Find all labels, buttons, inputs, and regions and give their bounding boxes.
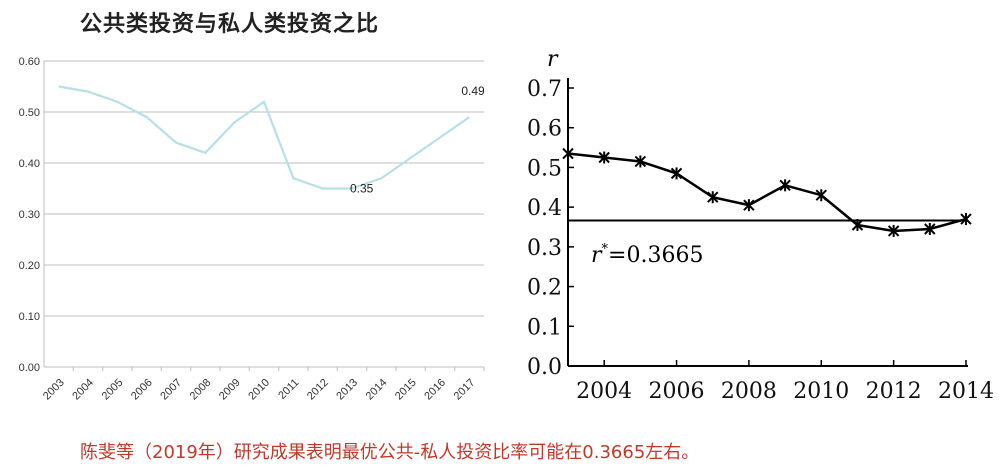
left-y-tick-label: 0.00 (19, 362, 40, 374)
reference-line-label: r*=0.3665 (591, 242, 703, 268)
left-chart-title: 公共类投资与私人类投资之比 (80, 12, 380, 37)
right-data-marker (707, 191, 719, 204)
right-data-marker (562, 147, 574, 160)
right-data-marker (887, 224, 900, 237)
right-y-axis-label: r (547, 47, 559, 72)
right-data-marker (960, 213, 972, 226)
right-y-tick-label: 0.2 (527, 276, 562, 301)
left-data-label: 0.35 (350, 182, 374, 196)
left-data-label: 0.49 (461, 84, 485, 98)
right-y-tick-label: 0.6 (527, 117, 562, 142)
left-y-tick-label: 0.10 (19, 311, 40, 323)
right-y-tick-label: 0.3 (527, 236, 562, 261)
left-y-tick-label: 0.20 (19, 260, 40, 272)
right-x-tick-label: 2010 (793, 379, 849, 404)
left-y-tick-label: 0.30 (19, 209, 40, 221)
left-series-line (58, 85, 470, 190)
right-data-marker (634, 155, 647, 168)
right-data-marker (779, 179, 791, 192)
left-y-tick-label: 0.40 (19, 158, 40, 170)
right-y-tick-label: 0.5 (527, 156, 562, 181)
reference-label-value: =0.3665 (608, 243, 703, 268)
left-y-tick-label: 0.50 (19, 107, 40, 119)
right-data-marker (598, 151, 610, 164)
right-x-tick-label: 2012 (866, 379, 922, 404)
reference-label-r: r (591, 243, 603, 268)
right-data-marker (670, 167, 683, 180)
right-y-tick-label: 0.1 (527, 315, 562, 340)
right-data-marker (743, 199, 755, 212)
right-data-marker (815, 189, 827, 202)
left-y-tick-label: 0.60 (19, 56, 40, 68)
right-x-tick-label: 2008 (721, 379, 777, 404)
right-x-tick-label: 2006 (649, 379, 705, 404)
reference-label-sup: * (602, 242, 609, 257)
right-x-tick-label: 2014 (938, 379, 994, 404)
right-data-marker (851, 219, 864, 232)
right-data-marker (924, 222, 936, 235)
right-y-tick-label: 0.4 (527, 196, 562, 221)
right-series-line (567, 152, 967, 233)
caption-text: 陈斐等（2019年）研究成果表明最优公共-私人投资比率可能在0.3665左右。 (80, 442, 700, 463)
right-y-tick-label: 0.7 (527, 77, 562, 102)
right-x-tick-label: 2004 (576, 379, 632, 404)
right-y-tick-label: 0.0 (527, 355, 562, 380)
